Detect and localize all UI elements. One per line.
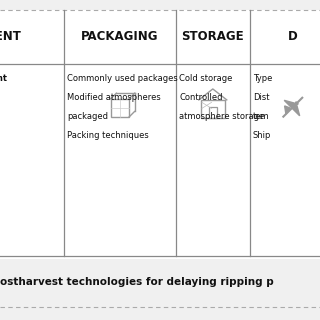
Text: MENT: MENT: [0, 30, 22, 43]
Text: ostharvest technologies for delaying ripping p: ostharvest technologies for delaying rip…: [0, 276, 274, 287]
Bar: [0, 10, 320, 259]
Bar: [111, 99, 129, 117]
Bar: [209, 107, 217, 118]
Text: tem: tem: [253, 112, 269, 121]
Bar: [201, 100, 225, 118]
Text: Dist: Dist: [253, 93, 269, 102]
Text: PACKAGING: PACKAGING: [81, 30, 159, 43]
Text: Modified atmospheres: Modified atmospheres: [67, 93, 161, 102]
Polygon shape: [284, 106, 290, 114]
Text: atmosphere storage: atmosphere storage: [179, 112, 264, 121]
Text: STORAGE: STORAGE: [181, 30, 244, 43]
Text: D: D: [288, 30, 298, 43]
Text: Controlled: Controlled: [179, 93, 223, 102]
Text: Cold storage: Cold storage: [179, 74, 233, 83]
Text: Commonly used packages: Commonly used packages: [67, 74, 178, 83]
Text: Ship: Ship: [253, 131, 271, 140]
Text: re-treatment: re-treatment: [0, 74, 8, 83]
Text: Packing techniques: Packing techniques: [67, 131, 149, 140]
Text: Type: Type: [253, 74, 272, 83]
Polygon shape: [284, 100, 300, 116]
Text: packaged: packaged: [67, 112, 108, 121]
